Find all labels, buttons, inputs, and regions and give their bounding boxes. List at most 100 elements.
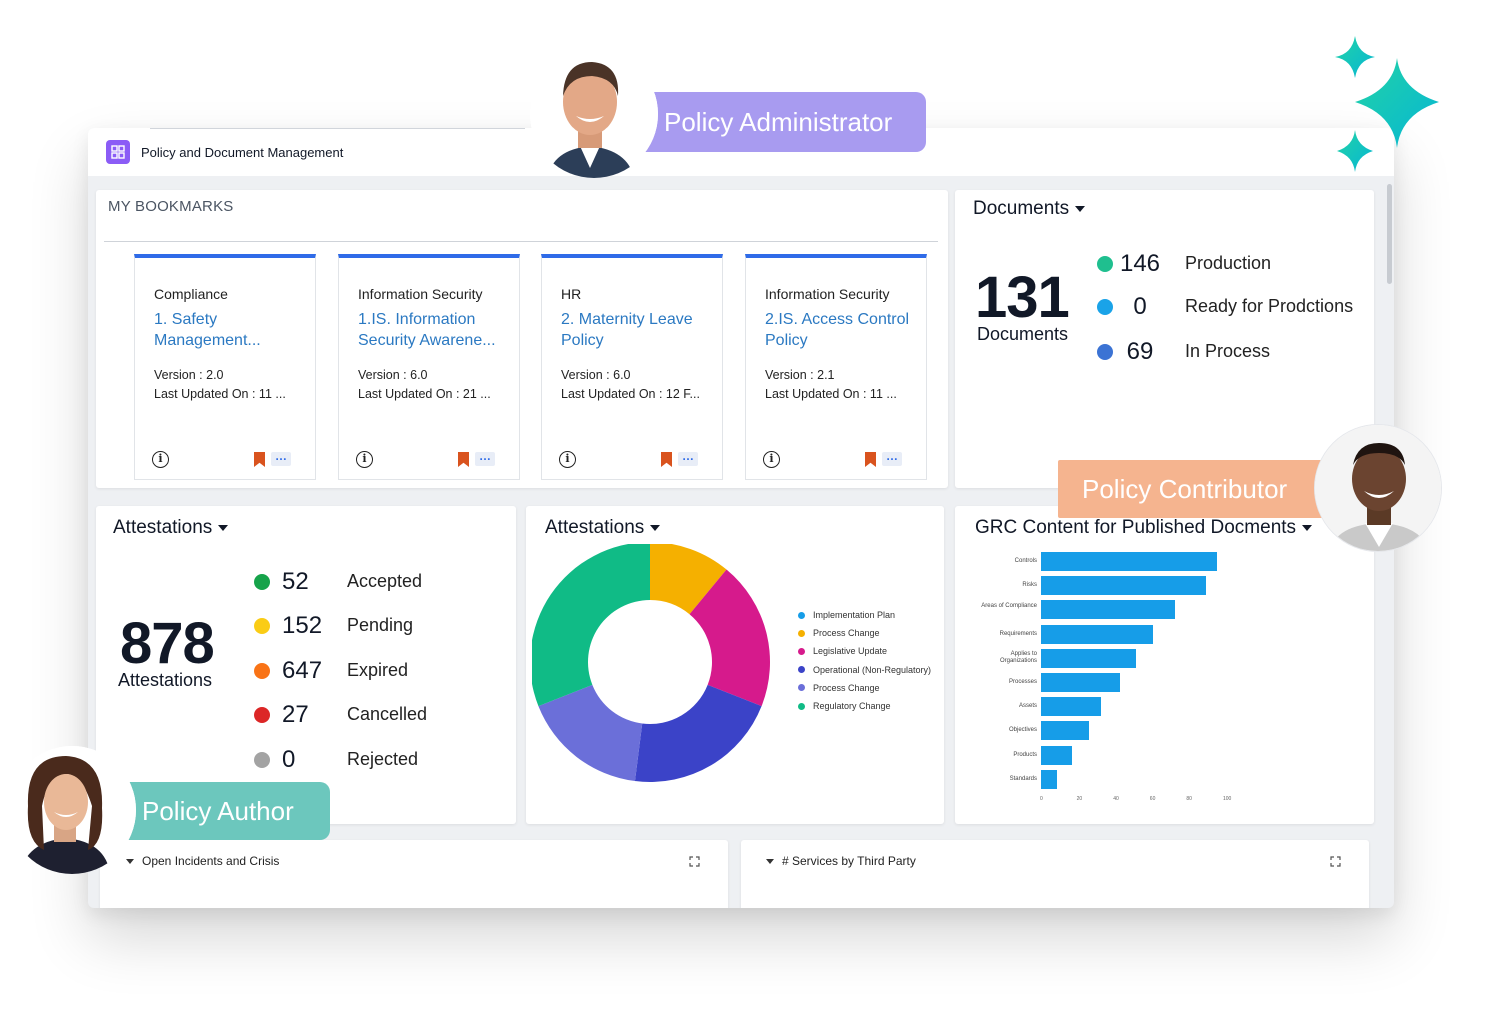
bookmark-last-updated: Last Updated On : 11 ... — [765, 387, 897, 401]
bookmark-tile[interactable]: Information Security 2.IS. Access Control… — [745, 254, 927, 480]
status-dot-icon — [254, 663, 270, 679]
documents-card: Documents 131 Documents 146 Production 0 Re… — [955, 190, 1374, 488]
title-divider — [150, 128, 525, 129]
bookmark-title-link[interactable]: 1.IS. Information Security Awarene... — [358, 311, 496, 349]
donut-legend-label: Legislative Update — [813, 646, 888, 657]
bookmark-icon[interactable] — [458, 452, 469, 467]
donut-slice[interactable] — [689, 569, 770, 707]
caret-down-icon — [126, 858, 134, 864]
donut-legend-label: Regulatory Change — [813, 701, 891, 711]
bar[interactable] — [1041, 648, 1137, 668]
bar[interactable] — [1041, 576, 1206, 596]
status-dot-icon — [1097, 256, 1113, 272]
app-grid-icon[interactable] — [106, 140, 130, 164]
donut-legend-item[interactable]: Process Change — [798, 628, 880, 638]
bookmarks-card: MY BOOKMARKS Compliance 1. Safety Managem… — [96, 190, 948, 488]
bookmark-tile[interactable]: Information Security 1.IS. Information Se… — [338, 254, 520, 480]
documents-total: 131 — [975, 265, 1070, 330]
expand-icon[interactable] — [689, 856, 700, 867]
bar[interactable] — [1041, 721, 1089, 741]
bookmark-meta: Version : 6.0 Last Updated On : 12 F... — [561, 366, 700, 404]
bookmark-version: Version : 2.1 — [765, 368, 835, 382]
donut-legend-item[interactable]: Process Change — [798, 683, 880, 693]
documents-title[interactable]: Documents — [973, 198, 1086, 220]
more-options-icon[interactable]: … — [678, 450, 698, 466]
attestations-summary-card: Attestations 878 Attestations 52 Accepted… — [96, 506, 516, 824]
bookmark-title-link[interactable]: 2.IS. Access Control Policy — [765, 311, 910, 349]
x-tick-label: 60 — [1149, 796, 1156, 802]
bar[interactable] — [1041, 673, 1120, 692]
attestations-summary-title[interactable]: Attestations — [113, 517, 229, 539]
bar[interactable] — [1041, 697, 1102, 717]
info-icon[interactable]: i — [356, 451, 373, 468]
attestation-stat-value: 647 — [282, 657, 323, 684]
bookmarks-divider — [104, 241, 938, 242]
donut-legend-item[interactable]: Legislative Update — [798, 646, 887, 656]
bar[interactable] — [1041, 745, 1073, 765]
x-tick-label: 0 — [1040, 796, 1043, 802]
info-icon[interactable]: i — [763, 451, 780, 468]
caret-down-icon — [1075, 206, 1086, 212]
legend-dot-icon — [798, 666, 805, 674]
attestations-total-label: Attestations — [118, 670, 213, 690]
bookmark-version: Version : 6.0 — [561, 368, 631, 382]
grc-title[interactable]: GRC Content for Published Docments — [975, 517, 1313, 539]
attestations-chart-title[interactable]: Attestations — [545, 517, 661, 539]
bookmark-title-link[interactable]: 1. Safety Management... — [154, 311, 261, 349]
app-window: Policy and Document Management MY BOOKMA… — [88, 128, 1394, 908]
bookmark-meta: Version : 2.0 Last Updated On : 11 ... — [154, 366, 286, 404]
bookmark-tile[interactable]: Compliance 1. Safety Management... Version… — [134, 254, 316, 480]
donut-legend-label: Process Change — [813, 682, 880, 693]
bookmark-version: Version : 6.0 — [358, 368, 428, 382]
grc-bar-chart: Controls Risks Areas of Compliance Requirem… — [955, 506, 1374, 824]
donut-slice[interactable] — [650, 544, 727, 615]
x-tick-label: 80 — [1186, 796, 1192, 802]
status-dot-icon — [254, 618, 270, 634]
status-dot-icon — [1097, 299, 1113, 315]
donut-legend-item[interactable]: Implementation Plan — [798, 610, 895, 620]
caret-down-icon — [1302, 525, 1313, 531]
bookmark-title-link[interactable]: 2. Maternity Leave Policy — [561, 311, 693, 349]
services-title[interactable]: # Services by Third Party — [766, 854, 916, 868]
legend-dot-icon — [798, 702, 805, 710]
donut-slice[interactable] — [538, 684, 643, 782]
documents-stat-value: 0 — [1133, 293, 1147, 320]
attestation-stat-value: 0 — [282, 746, 296, 773]
more-options-icon[interactable]: … — [882, 450, 902, 466]
bar-category-label: Areas of Compliance — [981, 602, 1037, 609]
documents-stat-label: In Process — [1185, 341, 1271, 361]
legend-dot-icon — [798, 629, 805, 637]
bookmark-last-updated: Last Updated On : 11 ... — [154, 387, 286, 401]
bar[interactable] — [1041, 624, 1153, 644]
documents-stat: 146 — [1097, 250, 1167, 278]
legend-dot-icon — [798, 684, 805, 692]
info-icon[interactable]: i — [152, 451, 169, 468]
donut-legend-item[interactable]: Regulatory Change — [798, 701, 891, 711]
legend-dot-icon — [798, 611, 805, 619]
bookmark-icon[interactable] — [865, 452, 876, 467]
attestations-total: 878 — [120, 611, 215, 676]
incidents-title[interactable]: Open Incidents and Crisis — [126, 854, 279, 868]
donut-legend-label: Process Change — [813, 628, 880, 639]
info-icon[interactable]: i — [559, 451, 576, 468]
more-options-icon[interactable]: … — [271, 450, 291, 466]
more-options-icon[interactable]: … — [475, 450, 495, 466]
bookmark-icon[interactable] — [254, 452, 265, 467]
scrollbar[interactable] — [1387, 184, 1392, 284]
documents-stat-label: Ready for Prodctions — [1185, 296, 1354, 316]
donut-slice[interactable] — [634, 684, 762, 782]
bookmark-tile[interactable]: HR 2. Maternity Leave Policy Version : 6.0… — [541, 254, 723, 480]
app-title: Policy and Document Management — [141, 144, 344, 160]
bookmark-icon[interactable] — [661, 452, 672, 467]
expand-icon[interactable] — [1330, 856, 1341, 867]
bar-category-label: Products — [1013, 751, 1037, 758]
legend-dot-icon — [798, 647, 805, 655]
donut-slice[interactable] — [532, 544, 650, 707]
donut-legend-item[interactable]: Operational (Non-Regulatory) — [798, 665, 931, 675]
bar[interactable] — [1041, 552, 1217, 571]
bar-category-label: Processes — [1008, 679, 1037, 685]
bar[interactable] — [1041, 600, 1175, 620]
bar[interactable] — [1041, 769, 1058, 789]
status-dot-icon — [1097, 344, 1113, 360]
